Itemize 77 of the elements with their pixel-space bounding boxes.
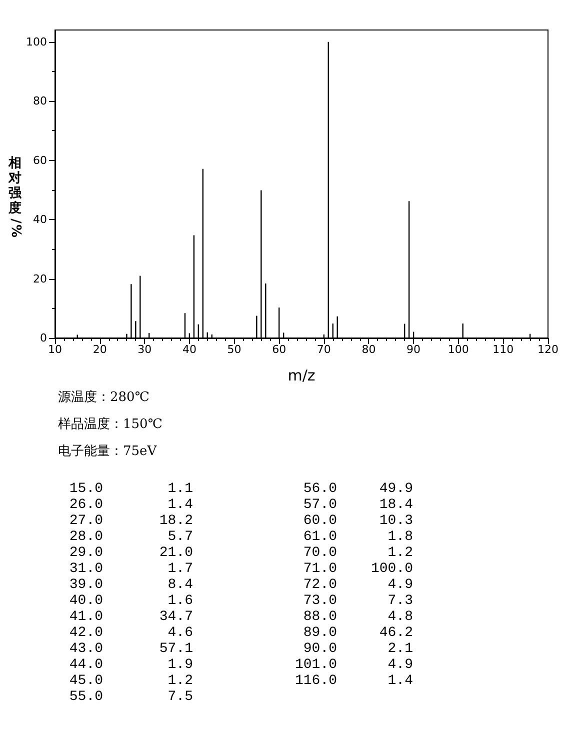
category-label: 72.0 bbox=[302, 577, 337, 593]
category-label: 61.0 bbox=[302, 529, 337, 545]
text: 电子能量：75eV bbox=[58, 443, 158, 461]
text: 49.9 bbox=[379, 481, 413, 497]
x-tick-label: 30 bbox=[138, 343, 152, 356]
text: 8.4 bbox=[168, 577, 193, 593]
text: 4.9 bbox=[388, 657, 413, 673]
y-tick-label: 100 bbox=[26, 35, 47, 48]
category-label: 40.0 bbox=[68, 593, 103, 609]
category-label: 70.0 bbox=[302, 545, 337, 561]
text: 2.1 bbox=[388, 641, 413, 657]
category-label: 101.0 bbox=[294, 657, 337, 673]
category-label: 45.0 bbox=[68, 673, 103, 689]
category-label: 60.0 bbox=[302, 513, 337, 529]
category-label: 15.0 bbox=[68, 481, 103, 497]
text: 4.8 bbox=[388, 609, 413, 625]
category-label: 39.0 bbox=[68, 577, 103, 593]
category-label: 43.0 bbox=[68, 641, 103, 657]
text: 7.3 bbox=[388, 593, 413, 609]
category-label: 28.0 bbox=[68, 529, 103, 545]
text: 34.7 bbox=[159, 609, 193, 625]
text: 21.0 bbox=[159, 545, 193, 561]
category-label: 42.0 bbox=[68, 625, 103, 641]
x-tick-label: 40 bbox=[182, 343, 196, 356]
x-tick-label: 50 bbox=[227, 343, 242, 356]
y-tick-label: 60 bbox=[33, 154, 47, 167]
y-axis-title: 相对强度/% bbox=[8, 156, 23, 238]
text: 18.4 bbox=[379, 497, 413, 513]
y-tick-label: 0 bbox=[40, 332, 47, 344]
text: 57.1 bbox=[159, 641, 193, 657]
text: 样品温度：150℃ bbox=[58, 416, 164, 434]
text: 18.2 bbox=[159, 513, 193, 529]
category-label: 44.0 bbox=[68, 657, 103, 673]
category-label: 57.0 bbox=[302, 497, 337, 513]
category-label: 116.0 bbox=[294, 673, 337, 689]
text: 4.6 bbox=[168, 625, 193, 641]
text: 7.5 bbox=[168, 689, 193, 705]
category-label: 73.0 bbox=[302, 593, 337, 609]
text: 1.2 bbox=[388, 545, 413, 561]
y-tick-label: 20 bbox=[33, 272, 47, 286]
text: 1.9 bbox=[168, 657, 193, 673]
x-tick-label: 90 bbox=[406, 343, 421, 356]
x-axis-title: m/z bbox=[288, 366, 316, 384]
category-label: 88.0 bbox=[302, 609, 337, 625]
text: 5.7 bbox=[168, 529, 193, 545]
x-tick-label: 120 bbox=[538, 343, 558, 356]
category-label: 71.0 bbox=[302, 561, 337, 577]
text: 10.3 bbox=[379, 513, 413, 529]
category-label: 41.0 bbox=[68, 609, 103, 625]
x-tick-label: 80 bbox=[362, 343, 376, 356]
category-label: 55.0 bbox=[68, 689, 103, 705]
x-tick-label: 60 bbox=[272, 343, 286, 356]
x-tick-label: 20 bbox=[92, 343, 107, 356]
text: 46.2 bbox=[379, 625, 413, 641]
text: 源温度：280℃ bbox=[58, 389, 150, 407]
category-label: 29.0 bbox=[68, 545, 103, 561]
text: 100.0 bbox=[370, 561, 413, 577]
x-tick-label: 10 bbox=[48, 343, 62, 356]
category-label: 56.0 bbox=[302, 481, 337, 497]
category-label: 90.0 bbox=[302, 641, 337, 657]
text: 1.6 bbox=[168, 593, 193, 609]
y-tick-label: 40 bbox=[33, 213, 47, 226]
text: 4.9 bbox=[388, 577, 413, 593]
text: 1.4 bbox=[388, 673, 413, 689]
y-tick-label: 80 bbox=[33, 94, 47, 108]
x-tick-label: 110 bbox=[492, 343, 514, 356]
text: 1.1 bbox=[168, 481, 193, 497]
text: 1.4 bbox=[168, 497, 193, 513]
x-tick-label: 70 bbox=[316, 343, 331, 356]
category-label: 27.0 bbox=[68, 513, 103, 529]
category-label: 26.0 bbox=[68, 497, 103, 513]
x-tick-label: 100 bbox=[448, 343, 469, 356]
text: 1.2 bbox=[168, 673, 193, 689]
text: 1.8 bbox=[388, 529, 413, 545]
text: 1.7 bbox=[168, 561, 193, 577]
category-label: 89.0 bbox=[302, 625, 337, 641]
category-label: 31.0 bbox=[68, 561, 103, 577]
